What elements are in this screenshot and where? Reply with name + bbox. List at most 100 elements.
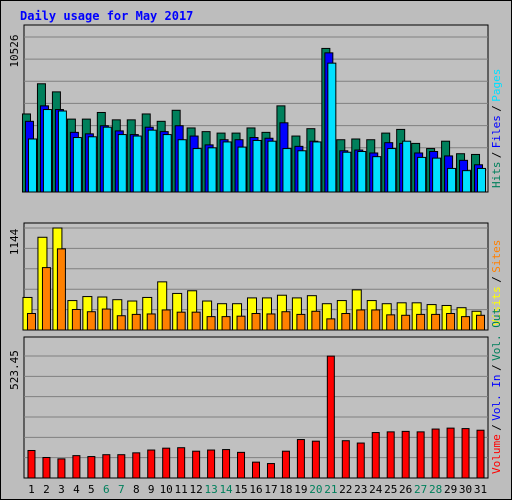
bar-pages-day-16 — [252, 139, 262, 193]
x-tick-label-day-2: 2 — [43, 483, 50, 496]
x-tick-label-day-29: 29 — [444, 483, 457, 496]
x-tick-label-day-22: 22 — [339, 483, 352, 496]
bar-volume-day-6 — [102, 454, 111, 479]
bar-volume-day-26 — [401, 430, 410, 479]
x-tick-label-day-3: 3 — [58, 483, 65, 496]
bar-volume-day-1 — [27, 449, 36, 479]
x-tick-label-day-18: 18 — [279, 483, 292, 496]
panel-max-label: 523.45 — [8, 350, 21, 390]
x-tick-label-day-9: 9 — [148, 483, 155, 496]
bar-pages-day-31 — [477, 167, 487, 193]
bar-volume-day-11 — [177, 447, 186, 479]
bar-volume-day-24 — [371, 432, 380, 479]
bar-pages-day-21 — [327, 62, 337, 193]
bar-volume-day-28 — [431, 428, 440, 479]
bar-pages-day-26 — [402, 140, 412, 193]
bar-pages-day-22 — [342, 151, 352, 193]
bar-volume-day-29 — [446, 427, 455, 479]
bar-sites-day-14 — [221, 316, 231, 331]
bar-pages-day-5 — [87, 136, 97, 193]
bar-pages-day-29 — [447, 167, 457, 193]
legend-sites: Sites — [490, 240, 503, 273]
legend-separator: / — [490, 424, 503, 431]
legend-separator: / — [490, 276, 503, 283]
bar-sites-day-21 — [326, 318, 336, 331]
bar-volume-day-31 — [476, 429, 485, 479]
bar-sites-day-4 — [71, 308, 81, 331]
legend-files: Files — [490, 115, 503, 148]
bar-volume-day-23 — [356, 442, 365, 479]
bar-volume-day-8 — [132, 452, 141, 479]
bar-volume-day-25 — [386, 431, 395, 479]
bar-volume-day-12 — [192, 450, 201, 479]
bar-sites-day-8 — [131, 313, 141, 331]
x-tick-label-day-6: 6 — [103, 483, 110, 496]
bar-pages-day-11 — [177, 139, 187, 193]
x-tick-label-day-28: 28 — [429, 483, 442, 496]
x-tick-label-day-20: 20 — [309, 483, 322, 496]
legend-separator: / — [490, 105, 503, 112]
bar-pages-day-18 — [282, 148, 292, 193]
bar-pages-day-6 — [102, 126, 112, 193]
x-tick-label-day-30: 30 — [459, 483, 472, 496]
x-tick-label-day-27: 27 — [414, 483, 427, 496]
bar-sites-day-5 — [86, 311, 96, 331]
legend-vol-in: Vol. In — [490, 374, 503, 420]
bar-pages-day-19 — [297, 150, 307, 193]
bar-pages-day-17 — [267, 140, 277, 193]
panel-hits-files-pages: 10526 Hits / Files / Pages — [8, 24, 503, 193]
bar-volume-day-13 — [207, 449, 216, 479]
panel-max-label: 10526 — [8, 34, 21, 67]
bar-volume-day-9 — [147, 449, 156, 479]
legend-hits: Hits — [490, 162, 503, 189]
legend-separator: / — [490, 364, 503, 371]
x-tick-label-day-14: 14 — [219, 483, 233, 496]
bar-sites-day-11 — [176, 311, 186, 331]
x-tick-label-day-16: 16 — [249, 483, 262, 496]
bar-sites-day-17 — [266, 313, 276, 331]
bar-volume-day-16 — [252, 461, 260, 479]
bar-sites-day-3 — [56, 248, 66, 331]
bar-volume-day-20 — [311, 440, 320, 479]
bar-pages-day-13 — [207, 147, 217, 193]
x-tick-label-day-1: 1 — [28, 483, 35, 496]
x-tick-label-day-4: 4 — [73, 483, 80, 496]
bar-pages-day-20 — [312, 141, 322, 193]
bar-volume-day-3 — [57, 458, 66, 479]
bar-sites-day-24 — [371, 309, 381, 331]
bar-volume-day-14 — [222, 449, 231, 479]
panel-background — [23, 336, 489, 479]
bar-sites-day-22 — [341, 313, 351, 331]
x-tick-label-day-12: 12 — [190, 483, 203, 496]
bar-volume-day-27 — [416, 431, 425, 479]
bar-pages-day-1 — [27, 138, 37, 193]
bar-sites-day-6 — [101, 308, 111, 331]
x-tick-label-day-21: 21 — [324, 483, 337, 496]
panel-visits-sites: 1144 Visits / Sites — [8, 222, 503, 331]
bar-sites-day-1 — [26, 313, 36, 331]
legend-vol-out: Vol. Out — [490, 308, 503, 361]
bar-volume-day-18 — [281, 450, 290, 479]
bar-volume-day-17 — [266, 463, 275, 479]
x-tick-label-day-7: 7 — [118, 483, 125, 496]
panel-max-label: 1144 — [8, 228, 21, 255]
legend-pages: Pages — [490, 69, 503, 102]
x-tick-label-day-31: 31 — [474, 483, 487, 496]
bar-sites-day-31 — [476, 314, 486, 331]
bar-volume-day-4 — [72, 455, 81, 479]
bar-sites-day-13 — [206, 316, 216, 331]
x-tick-label-day-24: 24 — [369, 483, 383, 496]
x-tick-label-day-17: 17 — [264, 483, 277, 496]
bar-pages-day-25 — [387, 148, 397, 193]
bar-sites-day-2 — [41, 267, 51, 331]
panel-volume: 523.45 Volume / Vol. In / Vol. Out — [8, 308, 503, 479]
bar-volume-day-7 — [117, 454, 126, 479]
panels-layer: 10526Hits/Files/Pages1144Visits/Sites523… — [8, 24, 503, 496]
x-tick-label-day-11: 11 — [175, 483, 188, 496]
bar-sites-day-9 — [146, 313, 156, 331]
x-tick-label-day-5: 5 — [88, 483, 95, 496]
bar-sites-day-30 — [461, 316, 471, 331]
bar-pages-day-2 — [42, 109, 52, 193]
